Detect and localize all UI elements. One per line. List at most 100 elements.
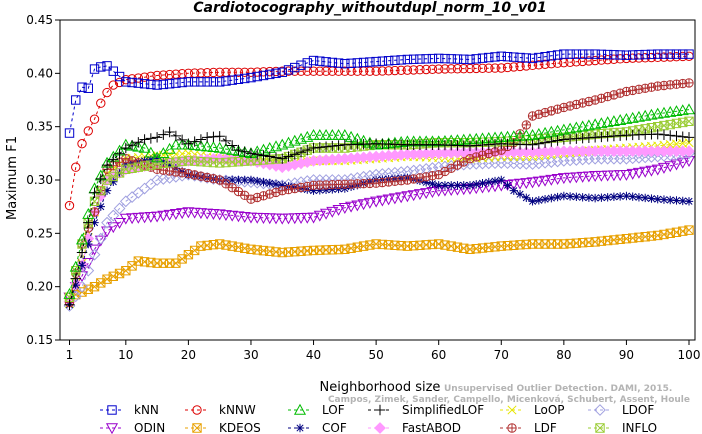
data-point-lof <box>320 128 333 140</box>
data-point-kdeos <box>189 245 200 256</box>
data-point-simplifiedlof <box>95 173 106 185</box>
data-point-ldf <box>158 165 169 175</box>
data-point-knnw <box>465 63 475 74</box>
data-point-simplifiedlof <box>270 152 282 163</box>
data-point-knnw <box>408 65 419 75</box>
data-point-knn <box>421 54 431 64</box>
axes: 0.15 0.20 0.25 0.30 0.35 0.40 0.45 1 10 20 30 40 50 6… <box>26 13 700 362</box>
data-point-inflo <box>684 116 694 127</box>
data-point-odin <box>407 190 420 202</box>
data-point-knn <box>171 78 181 88</box>
data-point-lof <box>276 138 289 150</box>
y-tick-label: 0.40 <box>26 66 53 80</box>
data-point-odin <box>294 213 308 224</box>
data-point-cof <box>578 193 587 202</box>
data-point-knn <box>252 71 262 82</box>
data-point-cof <box>77 261 87 270</box>
data-point-ldf <box>571 99 582 110</box>
data-point-knn <box>277 67 287 77</box>
x-tick-label: 1 <box>66 348 74 362</box>
data-point-knnw <box>502 62 513 73</box>
data-point-odin <box>345 201 358 213</box>
data-point-ldf <box>627 85 638 96</box>
legend-marker-loop <box>507 405 517 415</box>
data-point-cof <box>615 192 625 201</box>
data-point-cof <box>503 181 512 190</box>
data-point-knn <box>340 59 350 69</box>
data-point-knnw <box>496 63 506 73</box>
data-point-simplifiedlof <box>89 187 100 198</box>
data-point-knn <box>164 79 175 89</box>
data-point-knn <box>433 53 444 64</box>
data-point-ldof <box>626 152 639 165</box>
data-point-odin <box>207 209 220 220</box>
series-line-ldf <box>69 82 690 303</box>
data-point-simplifiedlof <box>546 136 557 147</box>
data-point-cof <box>597 193 606 202</box>
data-point-ldf <box>678 78 688 89</box>
series-line-knn <box>69 53 689 134</box>
data-point-knn <box>408 54 419 64</box>
data-point-knn <box>189 77 200 87</box>
x-tick-label: 10 <box>118 348 133 362</box>
data-point-ldof <box>63 299 76 312</box>
data-point-cof <box>84 239 93 249</box>
data-point-ldf <box>615 88 625 98</box>
y-tick-label: 0.20 <box>26 280 53 294</box>
data-point-ldf <box>452 160 463 170</box>
data-point-knn <box>471 54 481 64</box>
data-point-odin <box>388 193 401 205</box>
data-point-odin <box>376 195 389 207</box>
data-point-lof <box>63 287 76 299</box>
data-point-odin <box>532 176 545 188</box>
x-tick-label: 30 <box>243 348 258 362</box>
data-point-knn <box>390 55 400 66</box>
data-point-simplifiedlof <box>170 130 182 142</box>
data-point-knn <box>233 74 244 85</box>
data-point-knn <box>290 62 300 73</box>
data-point-lof <box>288 134 301 146</box>
data-point-cof <box>253 176 262 186</box>
data-point-kdeos <box>114 268 125 279</box>
data-point-knn <box>240 73 250 84</box>
data-point-odin <box>614 170 627 182</box>
series-simplifiedlof <box>64 126 695 310</box>
legend: kNN kNNW LOF SimplifiedLOF LoOP LDOF ODIN KDEOS… <box>100 403 657 434</box>
data-point-odin <box>639 166 652 178</box>
data-point-knn <box>333 58 344 68</box>
legend-marker-kdeos <box>192 423 202 433</box>
legend-label-fastabod: FastABOD <box>402 421 461 434</box>
data-point-simplifiedlof <box>158 129 169 140</box>
data-point-knn <box>296 60 306 70</box>
data-point-ldf <box>665 80 675 90</box>
series-lof <box>63 103 696 299</box>
data-point-knn <box>83 83 93 93</box>
data-point-knnw <box>446 64 456 74</box>
data-point-cof <box>565 192 575 201</box>
data-point-ldf <box>646 82 657 92</box>
data-point-kdeos <box>684 225 694 235</box>
data-point-knn <box>258 70 269 81</box>
data-point-cof <box>165 160 174 170</box>
data-point-knnw <box>377 66 388 76</box>
data-point-knnw <box>396 65 406 76</box>
data-point-knnw <box>459 63 469 74</box>
data-point-odin <box>176 208 189 220</box>
legend-label-cof: COF <box>322 421 347 434</box>
data-point-knn <box>221 76 231 86</box>
data-point-odin <box>676 157 689 169</box>
watermark-line-2: Campos, Zimek, Sander, Campello, Micenko… <box>328 395 690 405</box>
data-point-cof <box>265 179 274 188</box>
data-point-knnw <box>71 162 81 172</box>
data-point-knnw <box>152 70 162 81</box>
data-point-simplifiedlof <box>552 135 563 146</box>
data-point-simplifiedlof <box>189 136 200 147</box>
legend-marker-inflo <box>595 423 605 433</box>
data-point-knn <box>265 69 275 80</box>
data-point-knnw <box>509 62 519 72</box>
data-point-ldof <box>132 186 145 199</box>
data-point-odin <box>238 211 251 223</box>
data-point-ldf <box>653 81 663 91</box>
data-point-cof <box>234 175 243 185</box>
data-point-odin <box>601 170 614 182</box>
